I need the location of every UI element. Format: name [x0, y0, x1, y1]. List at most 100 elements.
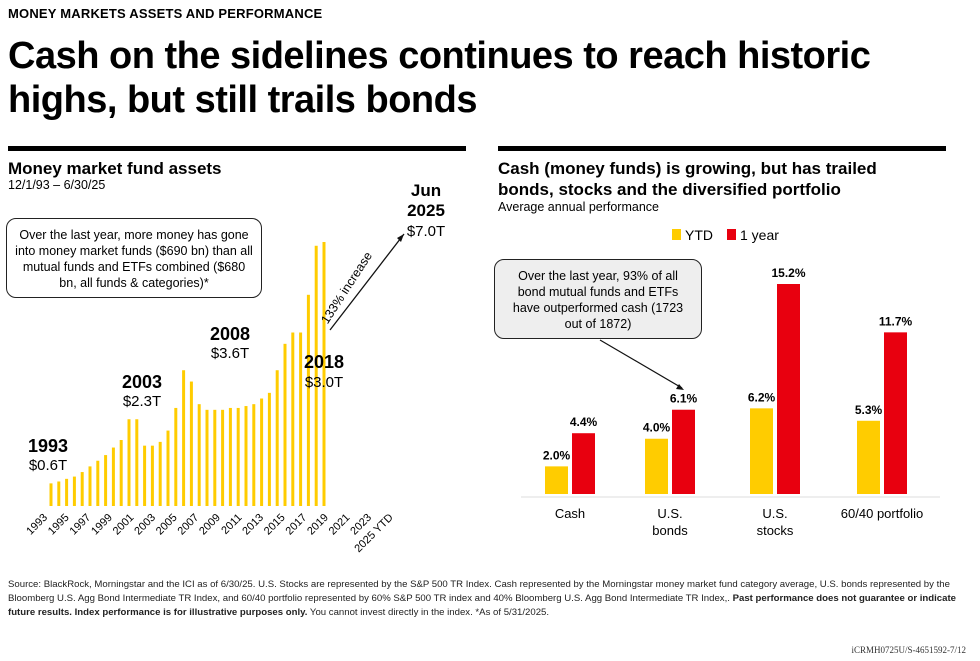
category-label: U.S.	[762, 506, 787, 521]
asset-bar	[80, 472, 84, 506]
asset-bar	[283, 343, 287, 506]
category-label: U.S.	[657, 506, 682, 521]
asset-bar	[314, 245, 318, 506]
milestone-value: $2.3T	[123, 393, 161, 410]
footnote-text-2: You cannot invest directly in the index.…	[307, 607, 550, 618]
asset-bar	[150, 445, 154, 506]
x-tick-label: 1993	[24, 512, 50, 538]
asset-bar	[197, 404, 201, 506]
x-tick-label: 1999	[89, 512, 115, 538]
increase-label: 133% increase	[318, 249, 375, 326]
asset-bar	[189, 381, 193, 506]
asset-bar	[182, 370, 186, 506]
right-rule	[498, 146, 946, 151]
asset-bar	[104, 455, 108, 506]
bar-value-label: 11.7%	[879, 314, 913, 328]
bar-value-label: 5.3%	[855, 403, 883, 417]
asset-bar	[49, 483, 53, 506]
category-label: Cash	[555, 506, 585, 521]
bar-value-label: 6.2%	[748, 390, 776, 404]
bar-value-label: 2.0%	[543, 448, 571, 462]
right-callout: Over the last year, 93% of all bond mutu…	[494, 259, 702, 339]
bar-value-label: 4.0%	[643, 421, 671, 435]
milestone-value: $3.6T	[211, 345, 249, 362]
category-label: bonds	[652, 523, 688, 538]
footnote-disclaimer: Past performance does not guarantee or i…	[8, 593, 956, 618]
left-chart-subtitle: 12/1/93 – 6/30/25	[8, 178, 106, 192]
asset-bar	[57, 481, 61, 506]
asset-bar	[267, 392, 271, 506]
footnote: Source: BlackRock, Morningstar and the I…	[8, 578, 958, 620]
asset-bar	[322, 242, 326, 506]
asset-bar	[236, 407, 240, 506]
asset-bar	[158, 441, 162, 506]
x-tick-label: 2001	[111, 512, 137, 538]
left-rule	[8, 146, 466, 151]
document-code: iCRMH0725U/S-4651592-7/12	[851, 645, 966, 655]
asset-bar	[72, 476, 76, 506]
x-tick-label: 2003	[132, 512, 158, 538]
x-tick-label: 1997	[68, 512, 94, 538]
asset-bar	[275, 370, 279, 506]
asset-bar	[260, 398, 264, 506]
milestone-year: 1993	[28, 436, 68, 456]
right-chart-subtitle: Average annual performance	[498, 200, 659, 214]
ytd-bar	[545, 466, 568, 494]
asset-bar	[119, 440, 123, 506]
headline: Cash on the sidelines continues to reach…	[8, 35, 871, 121]
x-tick-label: 2005	[154, 512, 180, 538]
bar-value-label: 6.1%	[670, 392, 698, 406]
x-tick-label: 1995	[46, 512, 72, 538]
right-callout-arrow-head	[676, 384, 684, 390]
asset-bar	[244, 406, 248, 506]
asset-bar	[166, 430, 170, 506]
ytd-bar	[750, 408, 773, 494]
legend-label: 1 year	[740, 227, 779, 243]
increase-arrow-head	[397, 234, 404, 242]
x-tick-label: 2011	[219, 512, 244, 537]
milestone-year: 2008	[210, 324, 250, 344]
right-callout-arrow-line	[599, 339, 683, 389]
category-label: stocks	[757, 523, 794, 538]
asset-bar	[205, 409, 209, 506]
milestone-value: $0.6T	[29, 457, 67, 474]
asset-bar	[143, 445, 147, 506]
asset-bar	[306, 294, 310, 506]
x-tick-label: 2015	[262, 512, 288, 538]
increase-arrow-line	[329, 233, 405, 331]
asset-bar	[111, 447, 115, 506]
bar-value-label: 15.2%	[771, 266, 805, 280]
milestone-year: Jun	[411, 181, 441, 200]
x-tick-label: 2009	[197, 512, 223, 538]
right-chart-title: Cash (money funds) is growing, but has t…	[498, 159, 877, 199]
one-year-bar	[777, 284, 800, 494]
asset-bar	[65, 478, 69, 506]
one-year-bar	[884, 332, 907, 494]
x-tick-label: 2021	[327, 512, 353, 538]
milestone-value: $3.0T	[305, 374, 343, 391]
milestone-year: 2018	[304, 352, 344, 372]
footnote-text: Source: BlackRock, Morningstar and the I…	[8, 579, 950, 604]
one-year-bar	[672, 409, 695, 494]
milestone-year: 2025	[407, 201, 445, 220]
asset-bar	[228, 407, 232, 506]
asset-bar	[88, 466, 92, 506]
asset-bar	[96, 460, 100, 506]
asset-bar	[299, 332, 303, 506]
left-callout: Over the last year, more money has gone …	[6, 218, 262, 298]
asset-bar	[252, 404, 256, 506]
legend-swatch	[727, 229, 736, 240]
asset-bar	[291, 332, 295, 506]
asset-bar	[213, 409, 217, 506]
kicker: MONEY MARKETS ASSETS AND PERFORMANCE	[8, 6, 323, 21]
asset-bar	[127, 419, 131, 506]
asset-bar	[174, 407, 178, 506]
legend-label: YTD	[685, 227, 713, 243]
x-tick-label: 2007	[176, 512, 202, 538]
milestone-value: $7.0T	[407, 223, 445, 240]
left-chart-title: Money market fund assets	[8, 159, 222, 178]
asset-bar	[135, 419, 139, 506]
money-market-assets-chart: 1993199519971999200120032005200720092011…	[24, 181, 445, 555]
ytd-bar	[857, 420, 880, 494]
legend-swatch	[672, 229, 681, 240]
